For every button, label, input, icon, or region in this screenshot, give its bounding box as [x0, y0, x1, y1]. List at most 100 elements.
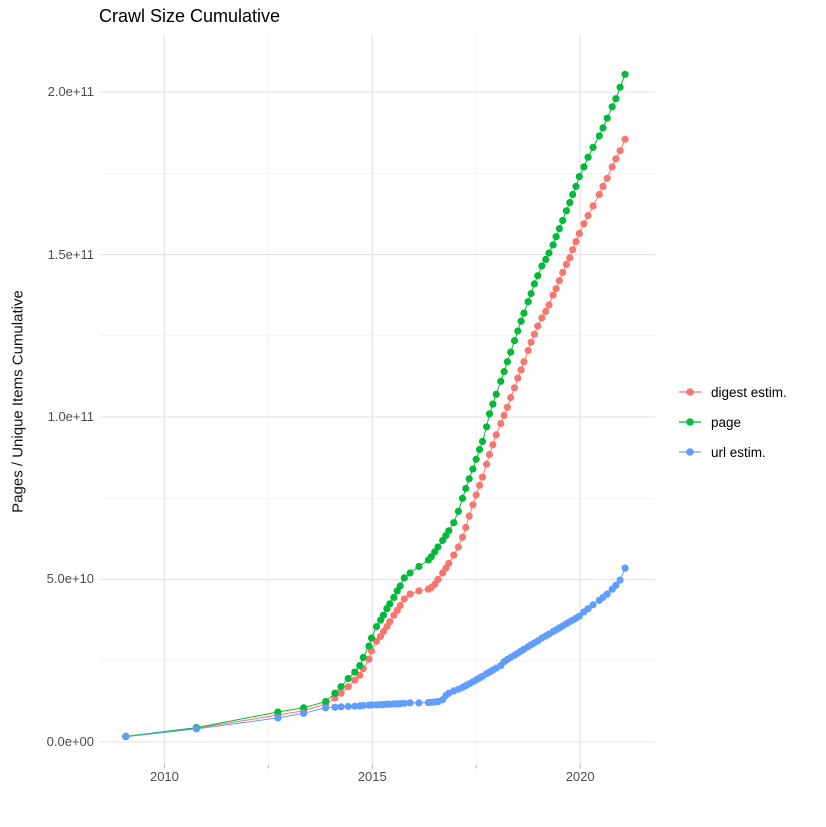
- data-point: [351, 668, 359, 676]
- data-point: [359, 701, 367, 710]
- data-point: [621, 70, 629, 78]
- data-point: [274, 714, 282, 722]
- data-point: [569, 190, 577, 199]
- data-point: [527, 290, 535, 298]
- data-point: [406, 699, 414, 707]
- data-point: [489, 400, 497, 408]
- data-point: [575, 229, 583, 238]
- data-point: [612, 95, 620, 103]
- legend-key-icon: [679, 448, 701, 456]
- y-tick-label: 1.0e+11: [47, 409, 94, 425]
- data-point: [465, 475, 473, 483]
- legend-label: url estim.: [711, 444, 766, 460]
- legend-key-icon: [679, 418, 701, 426]
- x-tick-label: 2020: [565, 769, 595, 784]
- data-point: [612, 581, 620, 589]
- data-point: [562, 207, 571, 215]
- data-point: [510, 337, 519, 345]
- data-point: [555, 277, 564, 285]
- data-point: [492, 431, 500, 439]
- x-tick-label: 2010: [149, 769, 179, 784]
- data-point: [514, 327, 522, 335]
- data-point: [599, 182, 607, 190]
- data-point: [458, 533, 467, 541]
- data-point: [386, 618, 394, 626]
- legend-item-digest-estim-: digest estim.: [678, 377, 787, 407]
- data-point: [545, 249, 553, 257]
- data-point: [500, 411, 508, 419]
- data-point: [545, 301, 553, 309]
- data-point: [351, 676, 359, 684]
- data-point: [485, 410, 494, 418]
- data-point: [555, 225, 564, 233]
- data-point: [415, 587, 423, 595]
- data-point: [483, 423, 491, 431]
- data-point: [472, 455, 480, 463]
- data-point: [406, 569, 414, 577]
- data-point: [497, 377, 505, 385]
- series-line-url-estim-: [125, 567, 626, 738]
- x-tick-label: 2015: [357, 769, 387, 784]
- data-point: [359, 653, 367, 662]
- data-point: [507, 394, 515, 402]
- legend-item-page: page: [678, 407, 787, 437]
- data-point: [584, 605, 592, 613]
- data-point: [542, 255, 550, 264]
- data-point: [445, 527, 453, 535]
- data-point: [510, 384, 519, 392]
- data-point: [603, 590, 611, 598]
- data-point: [458, 494, 467, 502]
- data-point: [616, 576, 624, 584]
- y-axis-title: Pages / Unique Items Cumulative: [9, 290, 27, 513]
- legend: digest estim. page url estim.: [678, 377, 787, 467]
- data-point: [462, 523, 470, 532]
- data-point: [372, 623, 381, 631]
- data-point: [595, 132, 603, 140]
- data-point: [584, 153, 592, 161]
- data-point: [566, 254, 574, 262]
- data-point: [520, 309, 528, 317]
- data-point: [386, 600, 394, 608]
- data-point: [549, 291, 557, 299]
- data-point: [356, 662, 364, 670]
- data-point: [612, 155, 620, 163]
- data-point: [400, 699, 408, 707]
- data-point: [454, 543, 462, 551]
- data-point: [337, 683, 345, 691]
- data-point: [379, 611, 388, 619]
- data-point: [621, 135, 629, 143]
- data-point: [538, 314, 546, 322]
- data-point: [575, 173, 583, 181]
- data-point: [530, 280, 539, 288]
- data-point: [390, 593, 398, 602]
- data-point: [603, 174, 611, 182]
- data-point: [534, 322, 542, 330]
- data-point: [476, 481, 484, 489]
- data-point: [580, 163, 588, 171]
- data-point: [337, 703, 345, 711]
- data-point: [400, 595, 408, 603]
- data-point: [603, 114, 611, 122]
- data-point: [503, 358, 511, 366]
- data-point: [476, 445, 484, 454]
- data-point: [469, 465, 477, 473]
- data-point: [478, 437, 487, 445]
- legend-label: digest estim.: [711, 384, 787, 400]
- data-point: [559, 216, 567, 225]
- data-point: [616, 83, 624, 91]
- y-tick-label: 1.5e+11: [47, 246, 94, 262]
- data-point: [454, 507, 462, 515]
- data-point: [122, 733, 130, 741]
- data-point: [415, 699, 423, 707]
- data-point: [514, 374, 522, 382]
- data-point: [492, 390, 500, 398]
- data-point: [608, 103, 616, 111]
- data-point: [517, 366, 525, 374]
- y-tick-label: 2.0e+11: [47, 84, 94, 100]
- data-point: [497, 420, 505, 428]
- data-point: [331, 703, 339, 711]
- data-point: [517, 317, 525, 325]
- data-point: [344, 675, 352, 683]
